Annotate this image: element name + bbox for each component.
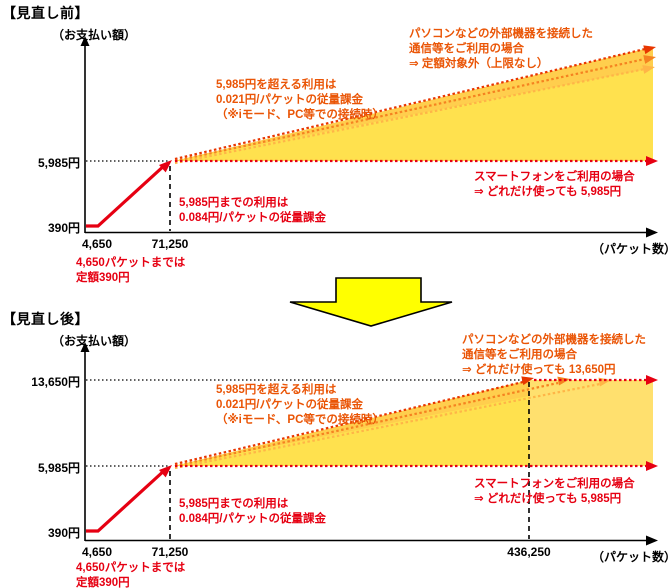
after-note-underage-line1: 5,985円までの利用は	[179, 498, 289, 510]
after-title: 【見直し後】	[2, 311, 89, 327]
before-note-baserate-line2: 定額390円	[76, 272, 130, 284]
before-pc-line-2	[174, 57, 646, 163]
after-x-axis-arrow-icon	[646, 535, 658, 546]
after-pc-line-1-arrow-icon	[521, 376, 534, 386]
before-note-pc: パソコンなどの外部機器を接続した 通信等をご利用の場合 ⇒ 定額対象外（上限なし…	[409, 27, 593, 72]
after-fan-fill-lower	[174, 396, 529, 466]
before-x-axis-arrow-icon	[646, 227, 658, 238]
after-x-axis-label: （パケット数）	[592, 550, 672, 564]
after-pc-line-3-arrow-icon	[598, 377, 611, 387]
after-usage-line-arrow-icon	[158, 465, 172, 478]
after-note-overage-line1: 5,985円を超える利用は	[216, 384, 337, 396]
before-y-axis-label: （お支払い額）	[52, 28, 137, 42]
before-note-overage-line3: （※iモード、PC等での接続時）	[216, 109, 384, 121]
before-note-underage-line1: 5,985円までの利用は	[179, 197, 289, 209]
before-note-overage-line1: 5,985円を超える利用は	[216, 79, 337, 91]
after-smartphone-line-arrow-icon	[646, 461, 658, 471]
before-note-underage-line2: 0.084円/パケットの従量課金	[179, 212, 326, 224]
before-note-overage: 5,985円を超える利用は 0.021円/パケットの従量課金 （※iモード、PC…	[216, 78, 384, 123]
after-note-overage-line3: （※iモード、PC等での接続時）	[216, 414, 384, 426]
after-xtick-4650: 4,650	[81, 545, 113, 559]
after-note-underage-line2: 0.084円/パケットの従量課金	[179, 513, 326, 525]
after-ytick-390: 390円	[47, 526, 80, 540]
after-xtick-436250: 436,250	[507, 545, 551, 559]
after-pc-line-3	[174, 382, 601, 470]
before-note-baserate-line1: 4,650パケットまでは	[76, 257, 186, 269]
before-note-smartphone: スマートフォンをご利用の場合 ⇒ どれだけ使っても 5,985円	[474, 170, 635, 200]
after-note-smartphone-line1: スマートフォンをご利用の場合	[474, 478, 635, 490]
before-note-baserate: 4,650パケットまでは 定額390円	[76, 256, 185, 286]
before-pc-line-1-arrow-icon	[643, 45, 656, 55]
after-note-overage-line2: 0.021円/パケットの従量課金	[216, 399, 363, 411]
after-note-pc-line3: ⇒ どれだけ使っても 13,650円	[462, 364, 616, 376]
after-pc-line-2	[174, 381, 559, 468]
before-note-smartphone-line2: ⇒ どれだけ使っても 5,985円	[474, 186, 622, 198]
before-note-smartphone-line1: スマートフォンをご利用の場合	[474, 171, 635, 183]
after-note-overage: 5,985円を超える利用は 0.021円/パケットの従量課金 （※iモード、PC…	[216, 383, 384, 428]
after-note-smartphone-line2: ⇒ どれだけ使っても 5,985円	[474, 493, 622, 505]
after-y-axis-label: （お支払い額）	[52, 334, 137, 348]
after-xtick-71250: 71,250	[151, 545, 189, 559]
before-note-underage: 5,985円までの利用は 0.084円/パケットの従量課金	[179, 196, 326, 226]
after-note-pc: パソコンなどの外部機器を接続した 通信等をご利用の場合 ⇒ どれだけ使っても 1…	[462, 333, 646, 378]
after-note-pc-line2: 通信等をご利用の場合	[462, 349, 577, 361]
after-ytick-5985: 5,985円	[37, 461, 80, 475]
before-note-overage-line2: 0.021円/パケットの従量課金	[216, 94, 363, 106]
before-xtick-71250: 71,250	[151, 237, 189, 251]
before-note-pc-line2: 通信等をご利用の場合	[409, 43, 524, 55]
after-pc-line-2-arrow-icon	[557, 376, 570, 386]
before-note-pc-line3: ⇒ 定額対象外（上限なし）	[409, 58, 549, 70]
after-y-axis-arrow-icon	[80, 342, 90, 352]
before-smartphone-line-arrow-icon	[646, 156, 658, 166]
after-note-underage: 5,985円までの利用は 0.084円/パケットの従量課金	[179, 497, 326, 527]
after-note-smartphone: スマートフォンをご利用の場合 ⇒ どれだけ使っても 5,985円	[474, 477, 635, 507]
after-cap-line-arrow-icon	[646, 375, 658, 385]
before-pc-line-2-arrow-icon	[643, 55, 656, 64]
after-ytick-13650: 13,650円	[31, 375, 80, 389]
chart-after	[80, 342, 658, 546]
before-note-pc-line1: パソコンなどの外部機器を接続した	[409, 28, 593, 40]
chart-before	[80, 36, 658, 238]
after-note-baserate: 4,650パケットまでは 定額390円	[76, 561, 185, 588]
transition-down-arrow-icon	[289, 277, 453, 327]
before-ytick-5985: 5,985円	[37, 156, 80, 170]
before-y-axis-arrow-icon	[80, 36, 90, 46]
before-x-axis-label: （パケット数）	[592, 242, 672, 256]
after-note-pc-line1: パソコンなどの外部機器を接続した	[462, 334, 646, 346]
before-pc-line-3-arrow-icon	[642, 65, 655, 74]
after-cap-fill	[529, 380, 653, 466]
before-usage-line	[86, 162, 168, 228]
after-usage-line	[86, 467, 168, 533]
before-ytick-390: 390円	[47, 221, 80, 235]
before-usage-line-arrow-icon	[158, 160, 172, 173]
after-note-baserate-line2: 定額390円	[76, 577, 130, 588]
before-pc-line-1	[174, 47, 646, 161]
after-note-baserate-line1: 4,650パケットまでは	[76, 562, 186, 574]
before-title: 【見直し前】	[2, 5, 89, 21]
before-xtick-4650: 4,650	[81, 237, 113, 251]
